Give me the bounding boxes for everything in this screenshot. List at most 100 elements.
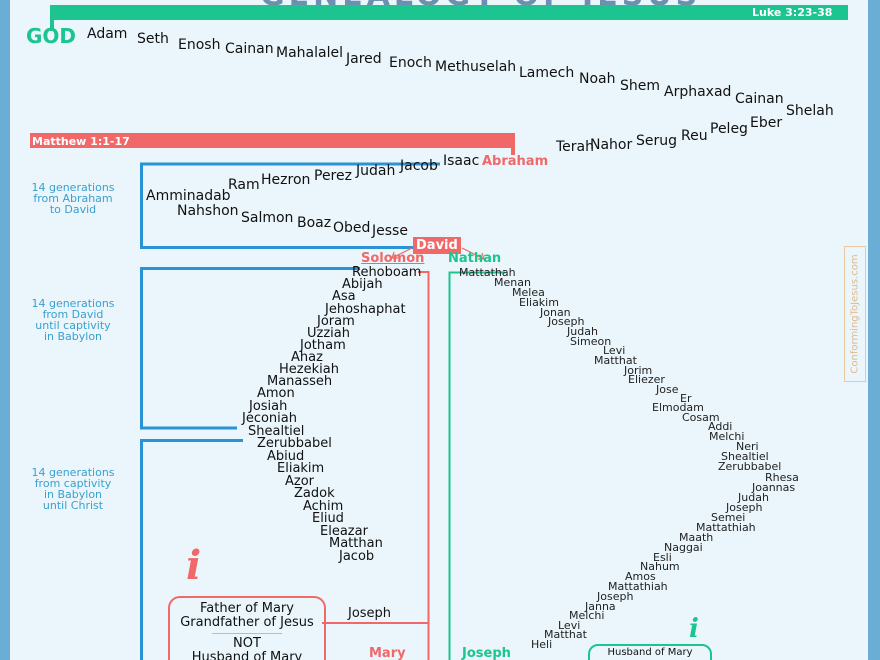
solomon-line-name: Jotham xyxy=(300,338,346,353)
solomon-line xyxy=(418,271,430,660)
god-label: GOD xyxy=(26,24,77,48)
nathan-line-name: Cosam xyxy=(682,411,720,424)
solomon-line-name: Abijah xyxy=(342,277,383,292)
luke-top-row-name: Seth xyxy=(137,31,169,47)
nathan-line-name: Jonan xyxy=(540,306,571,319)
nathan-line-name: Er xyxy=(680,392,692,405)
solomon-line-name: Jeconiah xyxy=(242,411,297,426)
solomon-line-name: Zadok xyxy=(294,486,335,501)
matthew-joseph: Joseph xyxy=(348,606,392,621)
nathan-line-name: Naggai xyxy=(664,541,703,554)
arrow-to-solomon xyxy=(391,247,413,259)
bracket-2 xyxy=(140,267,360,430)
gen-line: 14 generations xyxy=(31,297,115,310)
nathan-line-name: Joseph xyxy=(726,501,763,514)
gen-line: until captivity xyxy=(35,319,111,332)
nathan-line-name: Shealtiel xyxy=(721,450,769,463)
solomon-line-name: Uzziah xyxy=(307,326,350,341)
luke-top-row-name: Shelah xyxy=(786,103,834,119)
abraham-to-jesse-name: Hezron xyxy=(261,172,311,188)
solomon-line-name: Jehoshaphat xyxy=(325,302,406,317)
solomon-line-name: Joram xyxy=(317,314,355,329)
nathan-line-name: Judah xyxy=(738,491,769,504)
luke-top-row-name: Cainan xyxy=(735,91,784,107)
solomon-line-name: Asa xyxy=(332,289,356,304)
luke-top-row-name: Enoch xyxy=(389,55,432,71)
abraham-label: Abraham xyxy=(482,154,549,169)
solomon-line-name: Azor xyxy=(285,474,315,489)
nathan-line-name: Heli xyxy=(531,638,553,651)
abraham-to-jesse-name: Ram xyxy=(228,177,260,193)
luke-bar-drop xyxy=(50,5,54,31)
nathan-line-name: Judah xyxy=(567,325,598,338)
bracket-3 xyxy=(140,439,243,660)
connector-lines xyxy=(30,5,848,660)
solomon-line-name: Jacob xyxy=(339,549,375,564)
solomon-line-name: Eliud xyxy=(312,511,344,526)
nathan-line-name: Simeon xyxy=(570,335,612,348)
luke-top-row-name: Adam xyxy=(87,26,128,42)
solomon-label: Solomon xyxy=(361,251,425,266)
watermark-text: ConformingToJesus.com xyxy=(849,254,861,374)
genealogy-diagram: GENEALOGY OF JESUS Luke 3:23-38 Matthew … xyxy=(10,0,868,660)
luke-top-row-name: Methuselah xyxy=(435,59,517,75)
info-icon-green[interactable]: i xyxy=(689,614,699,644)
nathan-line-name: Neri xyxy=(736,440,759,453)
luke-top-row-name: Enosh xyxy=(178,37,221,53)
generations-babylon-christ: 14 generations from captivity in Babylon un… xyxy=(23,467,123,511)
matthew-bar xyxy=(30,133,515,148)
solomon-line-name: Zerubbabel xyxy=(257,436,332,451)
gen-line: 14 generations xyxy=(31,466,115,479)
abraham-to-jesse-name: Obed xyxy=(333,220,371,236)
generations-david-babylon: 14 generations from David until captivity i… xyxy=(23,298,123,342)
mary-label: Mary xyxy=(369,646,406,660)
nathan-line-name: Levi xyxy=(558,619,581,632)
nathan-line-name: Matthat xyxy=(544,628,587,641)
gen-line: from David xyxy=(42,308,104,321)
david-box: David xyxy=(413,237,461,254)
nathan-line-name: Amos xyxy=(625,570,656,583)
nathan-line-name: Matthat xyxy=(594,354,637,367)
note-divider xyxy=(212,633,282,635)
nathan-line-name: Melchi xyxy=(569,609,605,622)
luke-top-row-name: Cainan xyxy=(225,41,274,57)
gen-line: to David xyxy=(49,203,97,216)
generations-abraham-david: 14 generations from Abraham to David xyxy=(23,182,123,215)
abraham-to-jesse-name: Nahshon xyxy=(177,203,239,219)
info-icon-red[interactable]: i xyxy=(186,542,202,589)
shared-row-name: Terah xyxy=(556,139,594,155)
abraham-to-jesse-name: Jacob xyxy=(400,158,438,174)
nathan-line-name: Joseph xyxy=(597,590,634,603)
shared-row-name: Peleg xyxy=(710,121,748,137)
solomon-line-name: Amon xyxy=(257,386,295,401)
luke-joseph: Joseph xyxy=(462,646,511,660)
luke-top-row-name: Mahalalel xyxy=(276,45,343,61)
note-line: Grandfather of Jesus xyxy=(180,614,314,630)
nathan-line-name: Addi xyxy=(708,420,733,433)
solomon-line-name: Manasseh xyxy=(267,374,333,389)
abraham-to-jesse-name: Isaac xyxy=(443,153,480,169)
nathan-line-name: Elmodam xyxy=(652,401,704,414)
nathan-line-name: Esli xyxy=(653,551,672,564)
nathan-line-name: Nahum xyxy=(640,560,680,573)
luke-reference: Luke 3:23-38 xyxy=(752,6,833,19)
nathan-line-name: Rhesa xyxy=(765,471,799,484)
luke-top-row-name: Arphaxad xyxy=(664,84,732,100)
abraham-to-jesse-name: Jesse xyxy=(372,223,408,239)
note-line: NOT xyxy=(233,636,261,652)
shared-row-name: Nahor xyxy=(590,137,633,153)
shared-row-name: Eber xyxy=(750,115,783,131)
gen-line: until Christ xyxy=(42,499,104,512)
nathan-line-name: Zerubbabel xyxy=(718,460,782,473)
solomon-line-name: Josiah xyxy=(249,399,288,414)
joseph-note-box: Husband of Mary xyxy=(588,644,712,660)
solomon-line-name: Shealtiel xyxy=(248,424,305,439)
nathan-label: Nathan xyxy=(448,251,502,266)
nathan-line-name: Menan xyxy=(494,276,531,289)
generation-brackets xyxy=(140,162,440,660)
abraham-to-jesse-name: Perez xyxy=(314,168,352,184)
gen-line: from captivity xyxy=(34,477,112,490)
gen-line: 14 generations xyxy=(31,181,115,194)
nathan-line-name: Mattathiah xyxy=(608,580,668,593)
solomon-line-name: Hezekiah xyxy=(279,362,339,377)
